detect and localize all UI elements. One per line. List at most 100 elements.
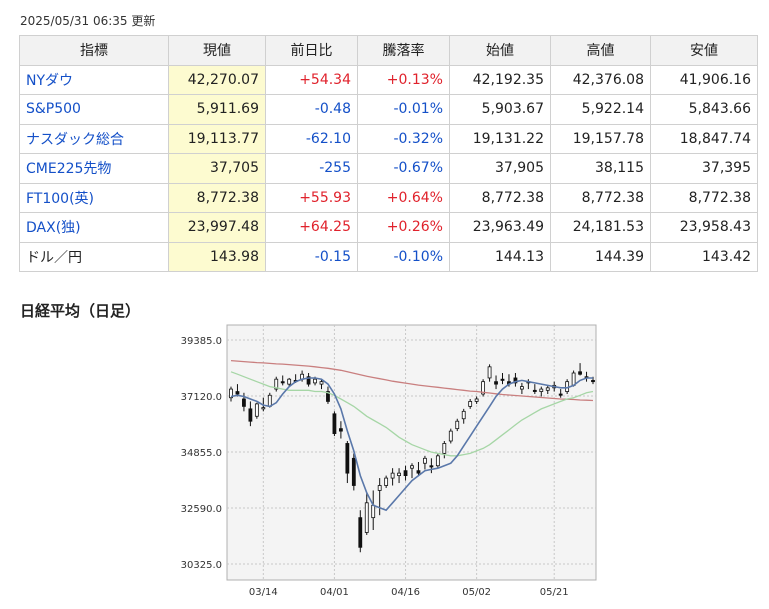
table-row: S&P500 5,911.69 -0.48 -0.01% 5,903.67 5,922.1… (19, 94, 758, 125)
row-name: FT100(英) (19, 182, 169, 213)
candle (332, 411, 337, 437)
table-row: CME225先物 37,705 -255 -0.67% 37,905 38,115 37,3… (19, 153, 758, 184)
candle-body (578, 371, 582, 375)
candle-body (500, 378, 505, 381)
row-current: 42,270.07 (168, 64, 266, 95)
row-open: 5,903.67 (449, 94, 551, 125)
x-tick-label: 05/02 (462, 587, 491, 598)
candle-body (332, 413, 337, 434)
row-pct: +0.13% (357, 64, 450, 95)
row-high: 19,157.78 (550, 123, 651, 154)
candle-body (274, 378, 279, 390)
row-low: 5,843.66 (650, 94, 758, 125)
candle-body (519, 386, 524, 390)
y-tick-label: 34855.0 (181, 448, 222, 459)
table-row: FT100(英) 8,772.38 +55.93 +0.64% 8,772.38 8,77… (19, 182, 758, 213)
update-timestamp: 2025/05/31 06:35 更新 (20, 14, 156, 28)
candle-body (461, 410, 466, 420)
row-current: 37,705 (168, 153, 266, 184)
candle (274, 376, 279, 392)
candle-body (267, 394, 272, 407)
candle-body (280, 381, 285, 384)
ma75-line (230, 359, 594, 402)
candle-body (242, 398, 246, 407)
row-high: 5,922.14 (550, 94, 651, 125)
row-low: 143.42 (650, 241, 758, 272)
row-pct: +0.64% (357, 182, 450, 213)
row-name: CME225先物 (19, 153, 169, 184)
candle (319, 379, 324, 390)
row-pct: -0.32% (357, 123, 450, 154)
candle-body (474, 398, 479, 402)
candle-body (351, 457, 356, 486)
candle (403, 465, 408, 481)
row-high: 42,376.08 (550, 64, 651, 95)
header-pct: 騰落率 (357, 35, 450, 66)
row-change: +54.34 (265, 64, 358, 95)
candle (280, 375, 285, 386)
header-high: 高値 (550, 35, 651, 66)
table-header-row: 指標 現値 前日比 騰落率 始値 高値 安値 (19, 35, 758, 66)
table-row: ドル／円 143.98 -0.15 -0.10% 144.13 144.39 143.42 (19, 241, 758, 272)
candle-body (306, 376, 311, 385)
candle-body (410, 465, 414, 469)
row-low: 37,395 (650, 153, 758, 184)
ma5-line (230, 377, 593, 512)
candle-body (261, 407, 266, 410)
candle (435, 453, 440, 469)
row-current: 143.98 (168, 241, 266, 272)
candle (338, 421, 343, 439)
row-open: 42,192.35 (449, 64, 551, 95)
candle (461, 408, 466, 424)
index-link[interactable]: CME225先物 (26, 161, 112, 178)
index-link[interactable]: FT100(英) (26, 190, 95, 207)
candle-body (571, 372, 576, 386)
candle (364, 492, 369, 535)
row-low: 18,847.74 (650, 123, 758, 154)
index-link[interactable]: NYダウ (26, 72, 74, 89)
index-link[interactable]: DAX(独) (26, 220, 81, 237)
table-row: NYダウ 42,270.07 +54.34 +0.13% 42,192.35 42,376… (19, 64, 758, 95)
candle-body (532, 389, 537, 392)
candle (384, 475, 389, 488)
candle-body (397, 472, 401, 477)
y-tick-label: 39385.0 (181, 336, 222, 347)
index-link[interactable]: S&P500 (26, 101, 81, 118)
candle-body (558, 393, 563, 396)
candle (410, 463, 414, 479)
candle-body (248, 408, 253, 422)
row-name: ドル／円 (19, 241, 169, 272)
candle (390, 468, 395, 486)
candle (235, 384, 240, 397)
row-low: 8,772.38 (650, 182, 758, 213)
candle-body (539, 388, 544, 392)
row-low: 41,906.16 (650, 64, 758, 95)
candle-body (481, 381, 486, 395)
candle (487, 364, 492, 382)
candle-body (229, 388, 233, 399)
y-tick-label: 37120.0 (181, 392, 222, 403)
x-tick-label: 03/14 (249, 587, 278, 598)
row-pct: -0.67% (357, 153, 450, 184)
candle-body (235, 391, 240, 395)
row-current: 8,772.38 (168, 182, 266, 213)
candle-body (384, 477, 389, 486)
y-tick-label: 32590.0 (181, 504, 222, 515)
row-pct: -0.10% (357, 241, 450, 272)
candle (494, 375, 498, 390)
index-link[interactable]: ナスダック総合 (26, 131, 124, 148)
candle-body (358, 517, 363, 548)
row-high: 144.39 (550, 241, 651, 272)
candle (481, 379, 486, 397)
candle-body (371, 504, 376, 519)
row-change: -62.10 (265, 123, 358, 154)
candle-body (254, 403, 259, 417)
candle (474, 396, 479, 404)
candle (429, 458, 434, 474)
x-tick-label: 04/16 (391, 587, 420, 598)
row-current: 19,113.77 (168, 123, 266, 154)
candle (442, 440, 447, 459)
candle-body (377, 485, 382, 491)
row-name: S&P500 (19, 94, 169, 125)
